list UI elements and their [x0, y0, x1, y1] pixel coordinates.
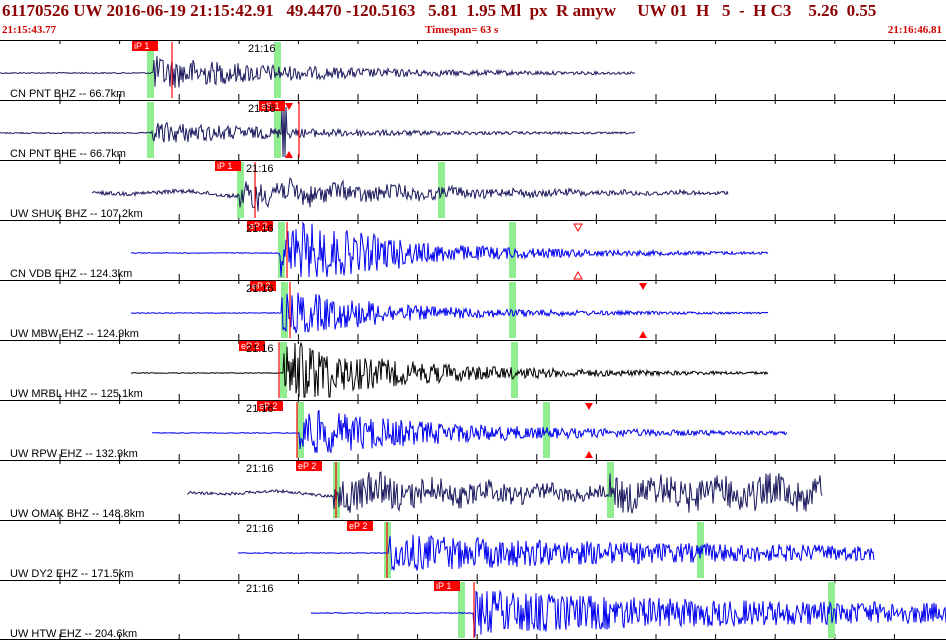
time-marker: 21:16 — [246, 403, 274, 415]
station-label: UW MRBL HHZ -- 125.1km — [10, 388, 143, 400]
phase-highlight — [147, 42, 154, 98]
waveform-trace — [130, 221, 769, 278]
pick-label-box[interactable] — [347, 521, 373, 531]
station-label: UW HTW EHZ -- 204.6km — [10, 628, 137, 640]
trace-row: iP 1 21:16 CN PNT BHZ -- 66.7km — [0, 40, 946, 100]
header-bar: 61170526 UW 2016-06-19 21:15:42.91 49.44… — [0, 0, 946, 40]
time-ticks — [59, 400, 895, 460]
time-marker: 21:16 — [246, 283, 274, 295]
phase-highlight — [237, 162, 244, 218]
trace-row: eP 221:16 CN VDB EHZ -- 124.3km — [0, 220, 946, 280]
red-down-triangle-icon — [639, 283, 647, 290]
phase-highlight — [278, 222, 285, 278]
time-marker: 21:16 — [248, 43, 276, 55]
time-ticks — [59, 520, 895, 580]
timespan-label: Timespan= 63 s — [425, 24, 499, 36]
pick-label-box[interactable] — [250, 281, 276, 291]
trace-row: eP 221:16 UW RPW EHZ -- 132.9km — [0, 400, 946, 460]
time-ticks — [59, 40, 895, 100]
time-ticks — [59, 100, 895, 160]
pick-label: eP 2 — [241, 341, 259, 351]
phase-highlight — [509, 222, 516, 278]
pick-label-box[interactable] — [259, 101, 285, 111]
station-label: CN PNT BHZ -- 66.7km — [10, 88, 125, 100]
pick-label-box[interactable] — [257, 401, 283, 411]
phase-highlight — [274, 42, 281, 98]
red-up-triangle-icon — [639, 331, 647, 338]
time-ticks — [59, 220, 895, 280]
time-ticks — [59, 280, 895, 340]
trace-row: iP 1 21:16 UW HTW EHZ -- 204.6km — [0, 580, 946, 640]
time-marker: 21:16 — [246, 343, 274, 355]
end-time: 21:16:46.81 — [887, 24, 942, 36]
time-marker: 21:16 — [246, 583, 274, 595]
phase-highlight — [509, 282, 516, 338]
station-label: UW OMAK BHZ -- 148.8km — [10, 508, 144, 520]
red-up-triangle-icon — [285, 151, 293, 158]
trace-row: eS 121:16 CN PNT BHE -- 66.7km — [0, 100, 946, 160]
time-ticks — [59, 580, 895, 640]
pick-label: eP 2 — [252, 281, 270, 291]
phase-highlight — [147, 102, 154, 158]
red-up-triangle-icon — [585, 451, 593, 458]
hollow-up-triangle-icon — [573, 270, 583, 280]
time-marker: 21:16 — [246, 163, 274, 175]
waveform-trace — [91, 177, 729, 212]
phase-highlight — [297, 402, 304, 458]
pick-label: iP 1 — [436, 581, 451, 591]
time-ticks — [59, 340, 895, 400]
time-marker: 21:16 — [246, 523, 274, 535]
waveform-trace — [237, 534, 875, 571]
waveform-trace — [0, 106, 636, 158]
pick-label: iP 1 — [217, 161, 232, 171]
station-label: UW DY2 EHZ -- 171.5km — [10, 568, 133, 580]
trace-row: eP 221:16 UW MRBL HHZ -- 125.1km — [0, 340, 946, 400]
pick-label: eP 2 — [259, 401, 277, 411]
trace-row: eP 221:16 UW MBW EHZ -- 124.9km — [0, 280, 946, 340]
trace-row: eP 2 21:16 UW OMAK BHZ -- 148.8km — [0, 460, 946, 520]
station-label: UW SHUK BHZ -- 107.2km — [10, 208, 143, 220]
pick-label-box[interactable] — [434, 581, 460, 591]
time-marker: 21:16 — [246, 223, 274, 235]
pick-label: eP 2 — [298, 461, 316, 471]
waveform-trace — [0, 55, 636, 88]
phase-highlight — [281, 282, 288, 338]
waveform-trace — [310, 589, 946, 637]
time-ticks — [59, 460, 895, 520]
red-down-triangle-icon — [585, 403, 593, 410]
phase-highlight — [274, 102, 281, 158]
waveform-trace — [186, 471, 823, 514]
time-marker: 21:16 — [248, 103, 276, 115]
phase-highlight — [458, 582, 465, 638]
pick-label-box[interactable] — [132, 41, 158, 51]
waveform-trace — [151, 410, 788, 454]
pick-label: eP 2 — [249, 221, 267, 231]
waveform-trace — [130, 292, 769, 334]
waveform-trace — [130, 341, 769, 398]
station-label: UW RPW EHZ -- 132.9km — [10, 448, 138, 460]
phase-highlight — [511, 342, 518, 398]
start-time: 21:15:43.77 — [2, 24, 57, 36]
time-marker: 21:16 — [246, 463, 274, 475]
station-label: CN VDB EHZ -- 124.3km — [10, 268, 132, 280]
pick-label: eP 2 — [349, 521, 367, 531]
pick-label-box[interactable] — [239, 341, 265, 351]
station-label: UW MBW EHZ -- 124.9km — [10, 328, 139, 340]
event-title: 61170526 UW 2016-06-19 21:15:42.91 49.44… — [2, 1, 877, 20]
pick-label: eS 1 — [261, 101, 280, 111]
pick-label-box[interactable] — [296, 461, 322, 471]
station-label: CN PNT BHE -- 66.7km — [10, 148, 126, 160]
pick-label-box[interactable] — [247, 221, 273, 231]
hollow-down-triangle-icon — [573, 223, 583, 233]
trace-row: iP 1 21:16 UW SHUK BHZ -- 107.2km — [0, 160, 946, 220]
red-down-triangle-icon — [285, 103, 293, 110]
pick-label-box[interactable] — [215, 161, 241, 171]
pick-label: iP 1 — [134, 41, 149, 51]
trace-row: eP 2 21:16 UW DY2 EHZ -- 171.5km — [0, 520, 946, 580]
